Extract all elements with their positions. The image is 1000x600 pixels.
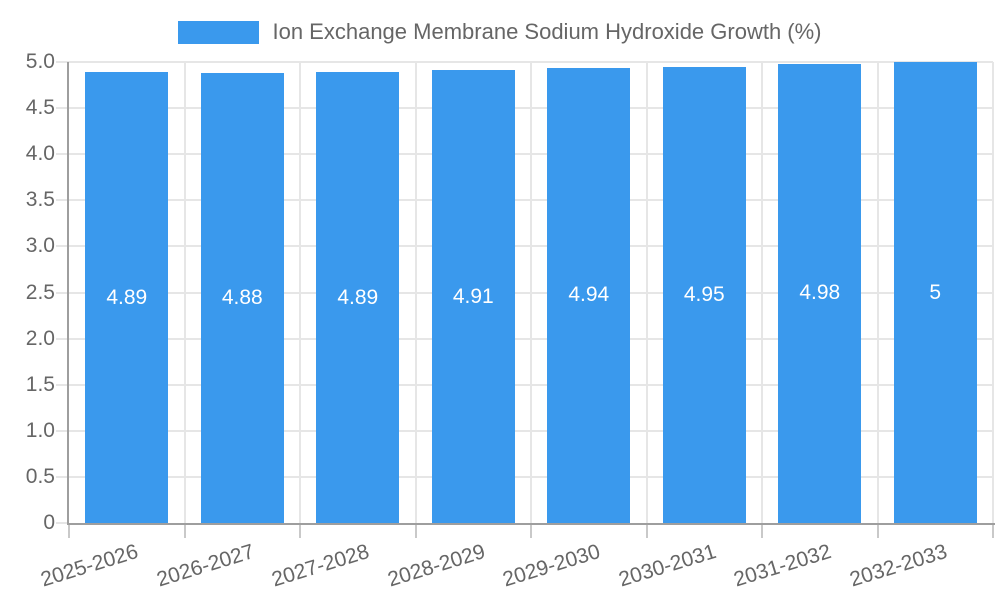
y-axis-tick	[56, 429, 69, 432]
x-tick-label: 2029-2030	[500, 540, 604, 592]
x-gridline	[645, 62, 648, 523]
y-axis-tick	[56, 291, 69, 294]
y-axis-tick	[56, 522, 69, 524]
x-tick-label: 2032-2033	[846, 540, 950, 592]
bar[interactable]	[893, 62, 977, 523]
x-axis-line	[67, 523, 995, 525]
y-tick-label: 1.5	[25, 372, 55, 396]
y-axis-tick	[56, 107, 69, 110]
bar-value-label: 4.89	[106, 285, 148, 309]
bar-value-label: 4.98	[799, 281, 841, 305]
x-gridline	[183, 62, 186, 523]
y-tick-label: 4.0	[25, 142, 55, 166]
x-axis-tick	[299, 523, 301, 538]
x-axis-tick	[992, 523, 994, 538]
bar[interactable]	[200, 73, 284, 523]
y-axis-tick	[56, 245, 69, 248]
y-axis-tick	[56, 153, 69, 156]
x-gridline	[299, 62, 301, 523]
y-tick-label: 2.0	[25, 326, 55, 350]
x-axis-tick	[183, 523, 186, 538]
x-tick-label: 2027-2028	[269, 540, 373, 592]
y-tick-label: 3.0	[25, 234, 55, 258]
y-axis-tick	[56, 383, 69, 386]
x-gridline	[414, 62, 417, 523]
y-tick-label: 4.5	[25, 96, 55, 120]
x-tick-label: 2026-2027	[153, 540, 257, 592]
y-axis-line	[67, 62, 69, 523]
y-tick-label: 0	[43, 511, 55, 534]
bar-value-label: 4.91	[452, 284, 494, 308]
x-axis-tick	[645, 523, 648, 538]
bar-value-label: 5	[929, 280, 942, 304]
x-axis-tick	[530, 523, 532, 538]
bar[interactable]	[547, 67, 631, 523]
y-tick-label: 2.5	[25, 280, 55, 304]
y-axis-tick	[56, 475, 69, 478]
bar[interactable]	[778, 63, 862, 523]
x-axis-tick	[414, 523, 417, 538]
legend-swatch	[178, 20, 260, 44]
bar-value-label: 4.95	[683, 282, 725, 306]
y-tick-label: 0.5	[25, 464, 55, 488]
bar[interactable]	[85, 72, 169, 523]
x-axis-tick	[68, 523, 70, 538]
bar-value-label: 4.94	[568, 283, 610, 307]
x-gridline	[992, 62, 994, 523]
x-axis-tick	[761, 523, 763, 538]
x-gridline	[876, 62, 879, 523]
y-axis-tick	[56, 337, 69, 340]
bar-value-label: 4.89	[337, 285, 379, 309]
legend[interactable]: Ion Exchange Membrane Sodium Hydroxide G…	[0, 19, 1000, 45]
bar-value-label: 4.88	[221, 286, 263, 310]
y-tick-label: 1.0	[25, 418, 55, 442]
x-tick-label: 2030-2031	[615, 540, 719, 592]
bar[interactable]	[662, 66, 746, 523]
legend-label: Ion Exchange Membrane Sodium Hydroxide G…	[272, 19, 822, 44]
y-tick-label: 3.5	[25, 188, 55, 212]
x-tick-label: 2031-2032	[731, 540, 835, 592]
y-axis-tick	[56, 61, 69, 63]
bar[interactable]	[316, 72, 400, 523]
y-tick-label: 5.0	[25, 50, 55, 73]
x-gridline	[761, 62, 763, 523]
x-tick-label: 2025-2026	[38, 540, 142, 592]
bar[interactable]	[431, 70, 515, 523]
x-axis-tick	[876, 523, 879, 538]
y-axis-tick	[56, 199, 69, 202]
x-tick-label: 2028-2029	[384, 540, 488, 592]
x-gridline	[530, 62, 532, 523]
